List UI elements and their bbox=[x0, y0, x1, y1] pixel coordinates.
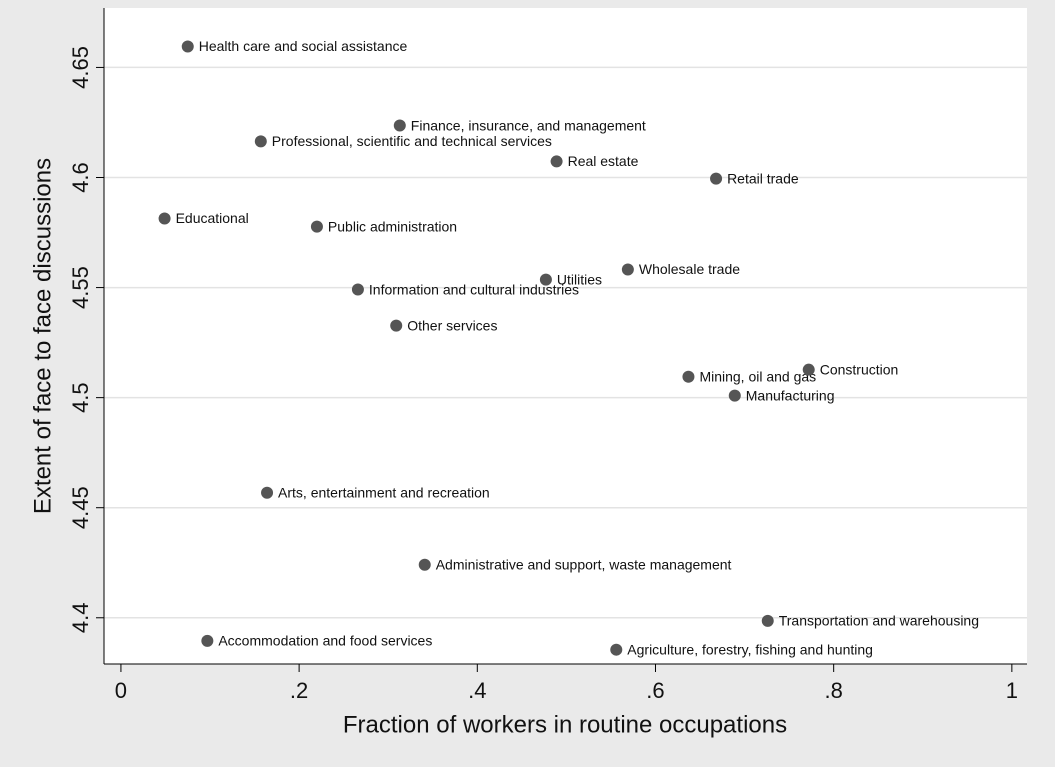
point-label: Arts, entertainment and recreation bbox=[278, 484, 490, 500]
x-tick-label: .4 bbox=[468, 678, 486, 703]
plot-area bbox=[104, 8, 1027, 664]
point-label: Construction bbox=[820, 361, 899, 377]
x-tick-label: .6 bbox=[646, 678, 664, 703]
point bbox=[390, 319, 403, 332]
point-label: Accommodation and food services bbox=[218, 633, 432, 649]
point bbox=[261, 486, 274, 499]
point bbox=[802, 363, 815, 376]
x-tick-label: .8 bbox=[824, 678, 842, 703]
point bbox=[761, 614, 774, 627]
point bbox=[351, 283, 364, 296]
point-label: Professional, scientific and technical s… bbox=[272, 133, 552, 149]
point bbox=[550, 155, 563, 168]
point bbox=[682, 370, 695, 383]
point bbox=[158, 212, 171, 225]
x-tick-label: 0 bbox=[115, 678, 127, 703]
point bbox=[254, 135, 267, 148]
point bbox=[310, 220, 323, 233]
x-tick-label: .2 bbox=[290, 678, 308, 703]
point bbox=[181, 40, 194, 53]
y-tick-label: 4.4 bbox=[68, 602, 93, 633]
point-label: Wholesale trade bbox=[639, 261, 740, 277]
y-tick-label: 4.55 bbox=[68, 266, 93, 309]
point bbox=[201, 634, 214, 647]
point bbox=[418, 558, 431, 571]
point-label: Information and cultural industries bbox=[369, 281, 579, 297]
point bbox=[610, 643, 623, 656]
x-axis-title: Fraction of workers in routine occupatio… bbox=[343, 711, 787, 738]
point-label: Public administration bbox=[328, 218, 457, 234]
x-tick-label: 1 bbox=[1006, 678, 1018, 703]
point-label: Finance, insurance, and management bbox=[411, 117, 646, 133]
point-label: Agriculture, forestry, fishing and hunti… bbox=[627, 641, 873, 657]
point-label: Real estate bbox=[568, 153, 639, 169]
point bbox=[539, 273, 552, 286]
point-label: Transportation and warehousing bbox=[779, 613, 979, 629]
point bbox=[710, 172, 723, 185]
point-label: Mining, oil and gas bbox=[699, 368, 816, 384]
y-axis-title: Extent of face to face discussions bbox=[29, 158, 56, 514]
y-tick-label: 4.5 bbox=[68, 382, 93, 413]
point-label: Manufacturing bbox=[746, 387, 835, 403]
y-tick-label: 4.6 bbox=[68, 162, 93, 193]
point-label: Educational bbox=[176, 210, 249, 226]
point-label: Health care and social assistance bbox=[199, 38, 408, 54]
point-label: Utilities bbox=[557, 271, 602, 287]
point-label: Administrative and support, waste manage… bbox=[436, 556, 732, 572]
point-label: Other services bbox=[407, 317, 497, 333]
point bbox=[393, 119, 406, 132]
y-tick-label: 4.65 bbox=[68, 46, 93, 89]
point bbox=[728, 389, 741, 402]
point bbox=[621, 263, 634, 276]
point-label: Retail trade bbox=[727, 170, 799, 186]
y-tick-label: 4.45 bbox=[68, 486, 93, 529]
